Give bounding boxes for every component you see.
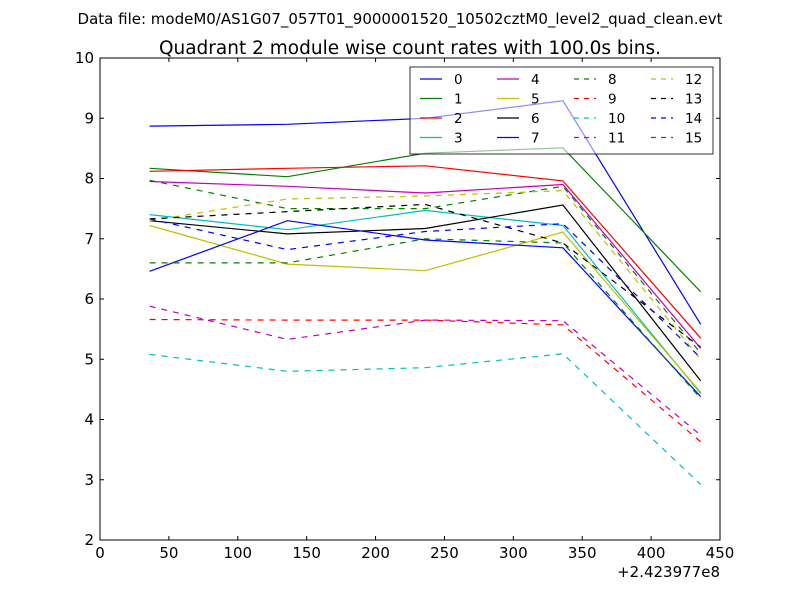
legend-item-3: 3 [420, 131, 463, 147]
x-tick-label: 450 [706, 544, 735, 562]
x-tick-label: 150 [292, 544, 321, 562]
legend-label: 1 [454, 92, 463, 108]
legend-label: 10 [608, 111, 625, 127]
y-tick-label: 9 [84, 109, 94, 127]
y-tick-label: 3 [84, 471, 94, 489]
y-tick-label: 7 [84, 230, 94, 248]
legend-label: 2 [454, 111, 463, 127]
legend-item-8: 8 [574, 72, 617, 88]
legend-item-15: 15 [651, 131, 702, 147]
x-offset-label: +2.423977e8 [617, 563, 720, 581]
x-tick-label: 0 [95, 544, 105, 562]
x-tick-label: 100 [223, 544, 252, 562]
series-line-15 [149, 238, 702, 399]
chart-suptitle: Data file: modeM0/AS1G07_057T01_90000015… [78, 10, 723, 29]
series-line-10 [149, 353, 702, 486]
legend-item-14: 14 [651, 111, 702, 127]
legend-label: 5 [531, 92, 540, 108]
chart-title: Quadrant 2 module wise count rates with … [159, 38, 661, 59]
legend-item-5: 5 [497, 92, 540, 108]
legend-box [409, 66, 714, 155]
series-layer [149, 100, 702, 486]
x-tick-label: 250 [430, 544, 459, 562]
legend-label: 9 [608, 92, 617, 108]
x-tick-label: 300 [499, 544, 528, 562]
legend-label: 7 [531, 131, 540, 147]
x-tick-label: 400 [637, 544, 666, 562]
y-tick-label: 4 [84, 411, 94, 429]
series-line-2 [149, 165, 702, 339]
series-line-3 [149, 209, 702, 394]
legend-label: 8 [608, 72, 617, 88]
legend-item-9: 9 [574, 92, 617, 108]
legend-label: 6 [531, 111, 540, 127]
legend-item-0: 0 [420, 72, 463, 88]
legend-item-10: 10 [574, 111, 625, 127]
legend-label: 3 [454, 131, 463, 147]
y-tick-label: 5 [84, 350, 94, 368]
series-line-4 [149, 180, 702, 349]
series-line-12 [149, 189, 702, 360]
x-tick-label: 200 [361, 544, 390, 562]
legend-label: 15 [685, 131, 702, 147]
y-tick-label: 2 [84, 531, 94, 549]
y-tick-label: 8 [84, 170, 94, 188]
legend-label: 14 [685, 111, 702, 127]
series-line-8 [149, 179, 702, 354]
y-tick-label: 10 [75, 49, 94, 67]
legend-item-7: 7 [497, 131, 540, 147]
legend-item-4: 4 [497, 72, 540, 88]
legend-label: 11 [608, 131, 625, 147]
x-tick-label: 350 [568, 544, 597, 562]
legend-label: 0 [454, 72, 463, 88]
legend-item-2: 2 [420, 111, 463, 127]
series-line-9 [149, 318, 702, 443]
legend-item-1: 1 [420, 92, 463, 108]
x-tick-label: 50 [159, 544, 178, 562]
series-line-5 [149, 224, 702, 393]
series-line-7 [149, 220, 702, 398]
y-tick-label: 6 [84, 290, 94, 308]
legend-item-13: 13 [651, 92, 702, 108]
legend-item-11: 11 [574, 131, 625, 147]
legend-item-6: 6 [497, 111, 540, 127]
legend-item-12: 12 [651, 72, 702, 88]
legend-label: 12 [685, 72, 702, 88]
series-line-14 [149, 218, 702, 359]
legend-label: 13 [685, 92, 702, 108]
series-line-6 [149, 204, 702, 382]
series-line-11 [149, 305, 702, 436]
legend-label: 4 [531, 72, 540, 88]
